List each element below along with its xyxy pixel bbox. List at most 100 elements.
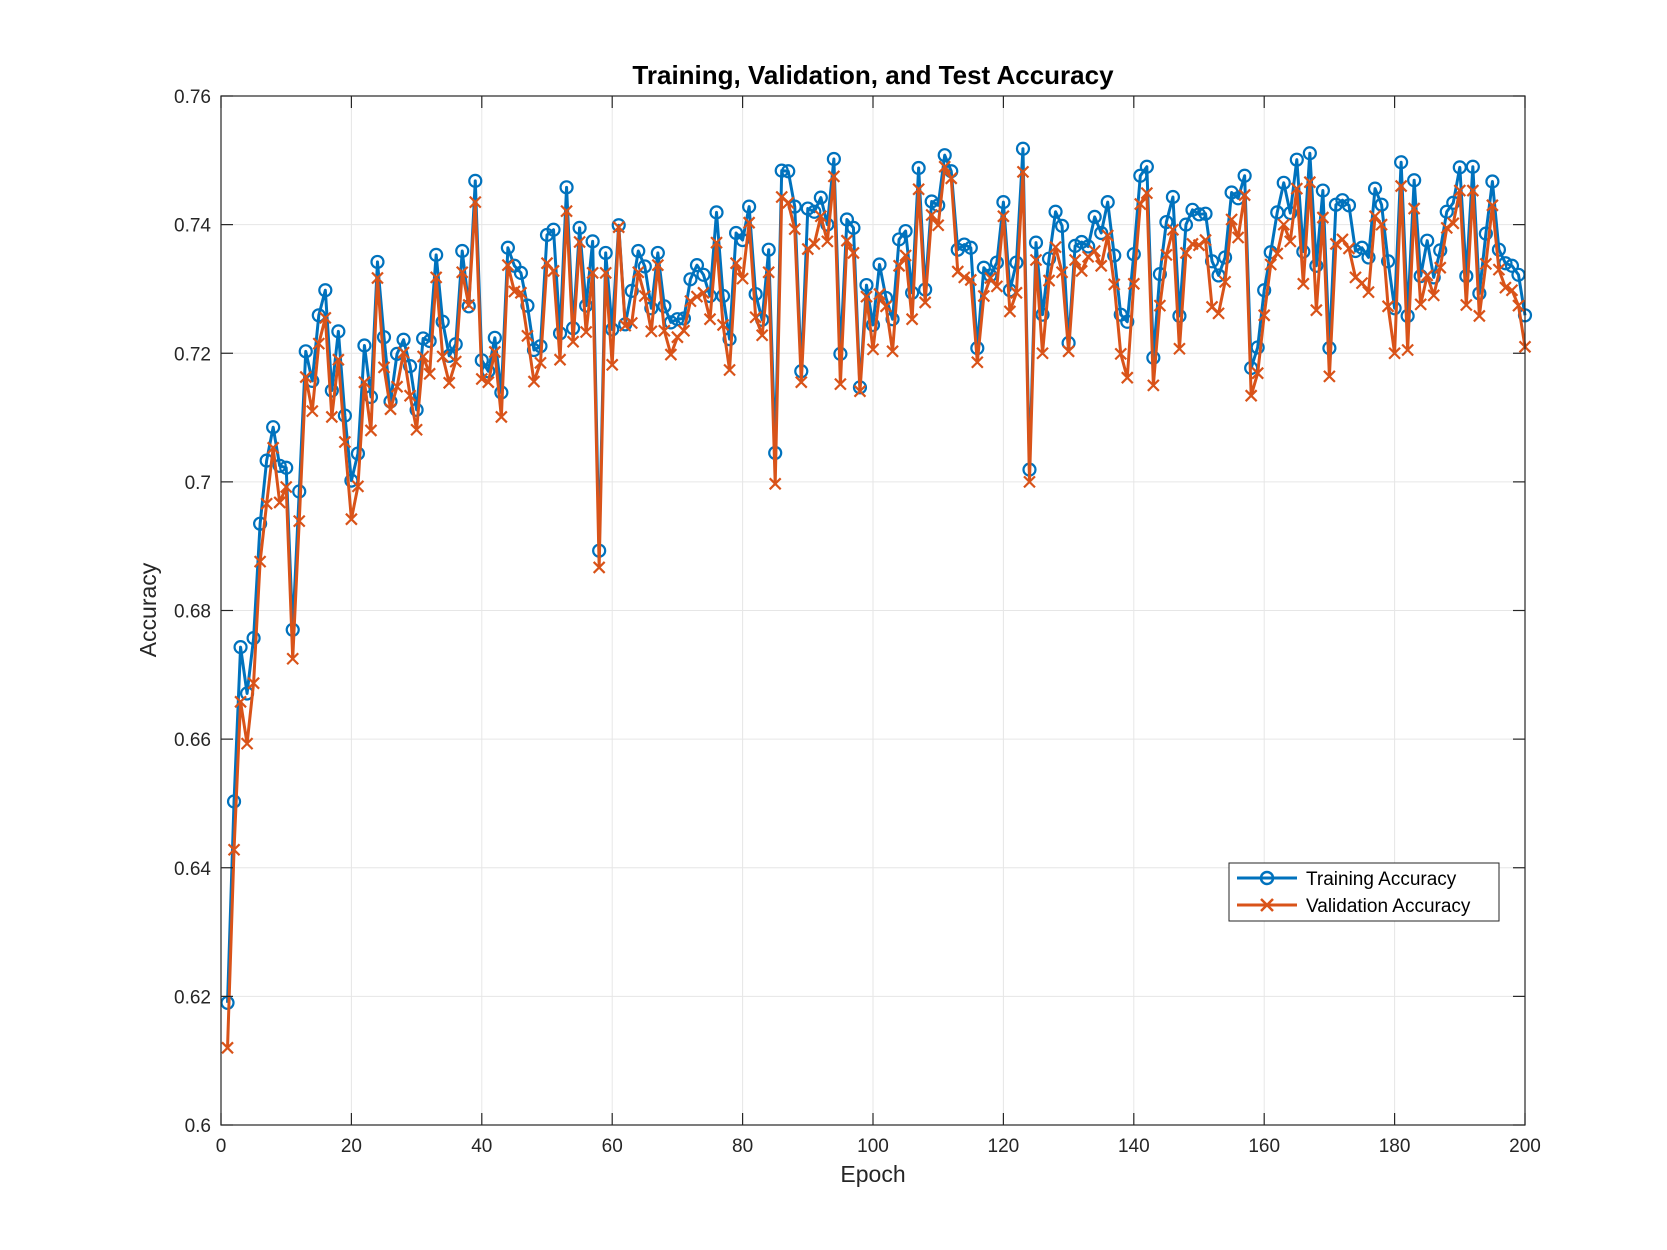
data-point — [253, 516, 268, 531]
data-point — [1068, 253, 1082, 267]
data-point — [1191, 207, 1207, 222]
data-point — [853, 384, 867, 398]
x-tick-label: 20 — [341, 1136, 362, 1157]
data-point — [1257, 283, 1272, 298]
data-point — [1342, 242, 1356, 255]
data-point — [226, 794, 242, 809]
data-point — [1407, 173, 1422, 188]
data-point — [410, 423, 423, 437]
data-point — [1199, 233, 1212, 247]
data-point — [1380, 254, 1396, 269]
data-point — [495, 410, 508, 424]
data-point — [710, 236, 723, 249]
data-point — [997, 209, 1010, 223]
data-point — [423, 367, 436, 381]
data-point — [1270, 247, 1284, 260]
data-point — [938, 160, 951, 174]
data-point — [429, 247, 444, 262]
data-point — [234, 695, 247, 709]
data-point — [351, 480, 365, 493]
data-point — [690, 290, 704, 303]
data-point — [768, 477, 782, 491]
data-point — [592, 561, 606, 574]
data-point — [1225, 213, 1238, 226]
data-point — [319, 311, 332, 325]
data-point — [1368, 209, 1382, 223]
data-point — [546, 222, 561, 237]
data-point — [1159, 214, 1174, 230]
legend-validation-marker — [1260, 898, 1274, 912]
data-point — [566, 335, 580, 348]
data-point — [808, 237, 821, 251]
data-point — [996, 195, 1011, 210]
chart-title: Training, Validation, and Test Accuracy — [632, 60, 1114, 90]
data-point — [1101, 229, 1114, 242]
data-point — [1127, 277, 1141, 291]
data-point — [840, 234, 854, 247]
data-point — [1121, 371, 1134, 384]
data-point — [1447, 217, 1460, 230]
data-point — [1323, 370, 1336, 383]
data-point — [1504, 258, 1520, 273]
data-point — [1212, 307, 1225, 320]
y-tick-label: 0.68 — [174, 602, 211, 623]
data-point — [1336, 233, 1349, 246]
data-point — [1276, 175, 1291, 190]
data-point — [846, 220, 861, 235]
data-point — [958, 271, 971, 284]
data-point — [1297, 277, 1310, 291]
y-tick-label: 0.76 — [174, 87, 211, 108]
data-point — [500, 240, 515, 255]
data-point — [631, 243, 646, 259]
data-point — [774, 163, 789, 178]
x-tick-label: 180 — [1379, 1136, 1411, 1157]
data-point — [1460, 298, 1473, 312]
data-point — [1173, 342, 1186, 356]
data-point — [1010, 286, 1023, 300]
data-point — [598, 245, 613, 261]
data-point — [221, 1041, 234, 1055]
data-point — [1198, 206, 1213, 221]
data-point — [1374, 197, 1389, 212]
data-point — [1329, 237, 1343, 251]
data-point — [1251, 366, 1264, 380]
data-point — [1217, 250, 1233, 265]
data-point — [618, 319, 632, 332]
x-tick-label: 60 — [602, 1136, 623, 1157]
data-point — [1094, 259, 1108, 273]
data-point — [1218, 275, 1232, 289]
data-point — [638, 289, 652, 303]
y-tick-label: 0.66 — [174, 730, 211, 751]
x-tick-label: 200 — [1509, 1136, 1541, 1157]
data-point — [1094, 225, 1109, 241]
data-point — [989, 255, 1004, 270]
data-point — [1499, 281, 1512, 294]
data-point — [371, 271, 384, 285]
data-point — [279, 460, 294, 475]
data-point — [370, 254, 385, 270]
data-point — [788, 222, 802, 236]
data-point — [402, 359, 418, 374]
data-point — [435, 314, 450, 329]
data-point — [1041, 251, 1057, 266]
data-point — [1427, 289, 1440, 302]
data-point — [1153, 299, 1167, 312]
data-point — [599, 266, 612, 280]
data-point — [1114, 347, 1128, 361]
data-point — [1107, 248, 1122, 263]
legend-box — [1228, 862, 1500, 922]
data-point — [1354, 240, 1370, 255]
data-point — [449, 355, 462, 368]
data-point — [1165, 189, 1181, 205]
data-point — [1035, 307, 1050, 322]
data-point — [912, 182, 925, 196]
data-point — [260, 497, 273, 511]
data-point — [233, 640, 248, 655]
data-point — [1479, 257, 1493, 271]
x-tick-label: 140 — [1118, 1136, 1150, 1157]
data-point — [358, 375, 371, 389]
data-point — [1283, 205, 1298, 221]
data-point — [272, 458, 287, 473]
data-point — [266, 441, 280, 455]
